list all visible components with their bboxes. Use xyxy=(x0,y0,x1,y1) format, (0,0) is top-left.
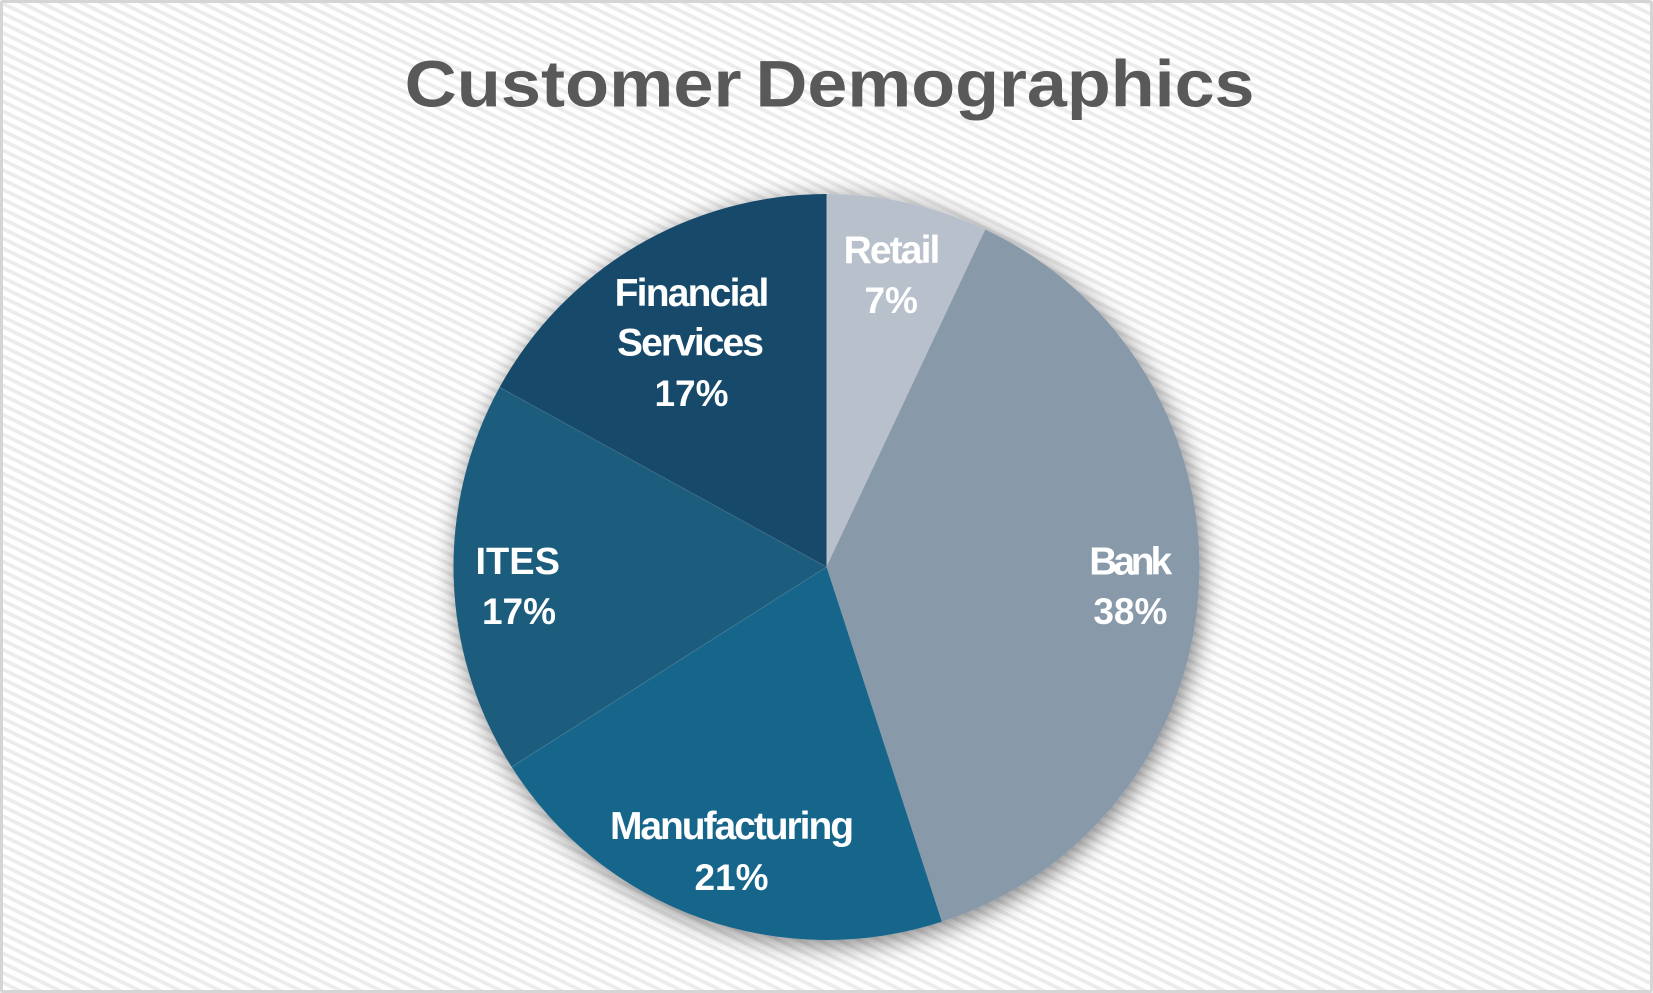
svg-text:38%: 38% xyxy=(1093,591,1167,632)
svg-text:7%: 7% xyxy=(864,280,917,321)
svg-text:Demographics: Demographics xyxy=(756,47,1255,121)
svg-text:17%: 17% xyxy=(482,591,556,632)
svg-text:21%: 21% xyxy=(694,857,768,898)
svg-text:Services: Services xyxy=(617,322,764,365)
svg-text:Bank: Bank xyxy=(1089,540,1172,583)
svg-text:Financial: Financial xyxy=(615,272,770,315)
svg-text:Manufacturing: Manufacturing xyxy=(610,805,854,848)
svg-text:Customer: Customer xyxy=(405,47,742,121)
svg-text:ITES: ITES xyxy=(475,541,559,583)
svg-text:Retail: Retail xyxy=(844,229,941,272)
svg-text:17%: 17% xyxy=(654,373,728,414)
